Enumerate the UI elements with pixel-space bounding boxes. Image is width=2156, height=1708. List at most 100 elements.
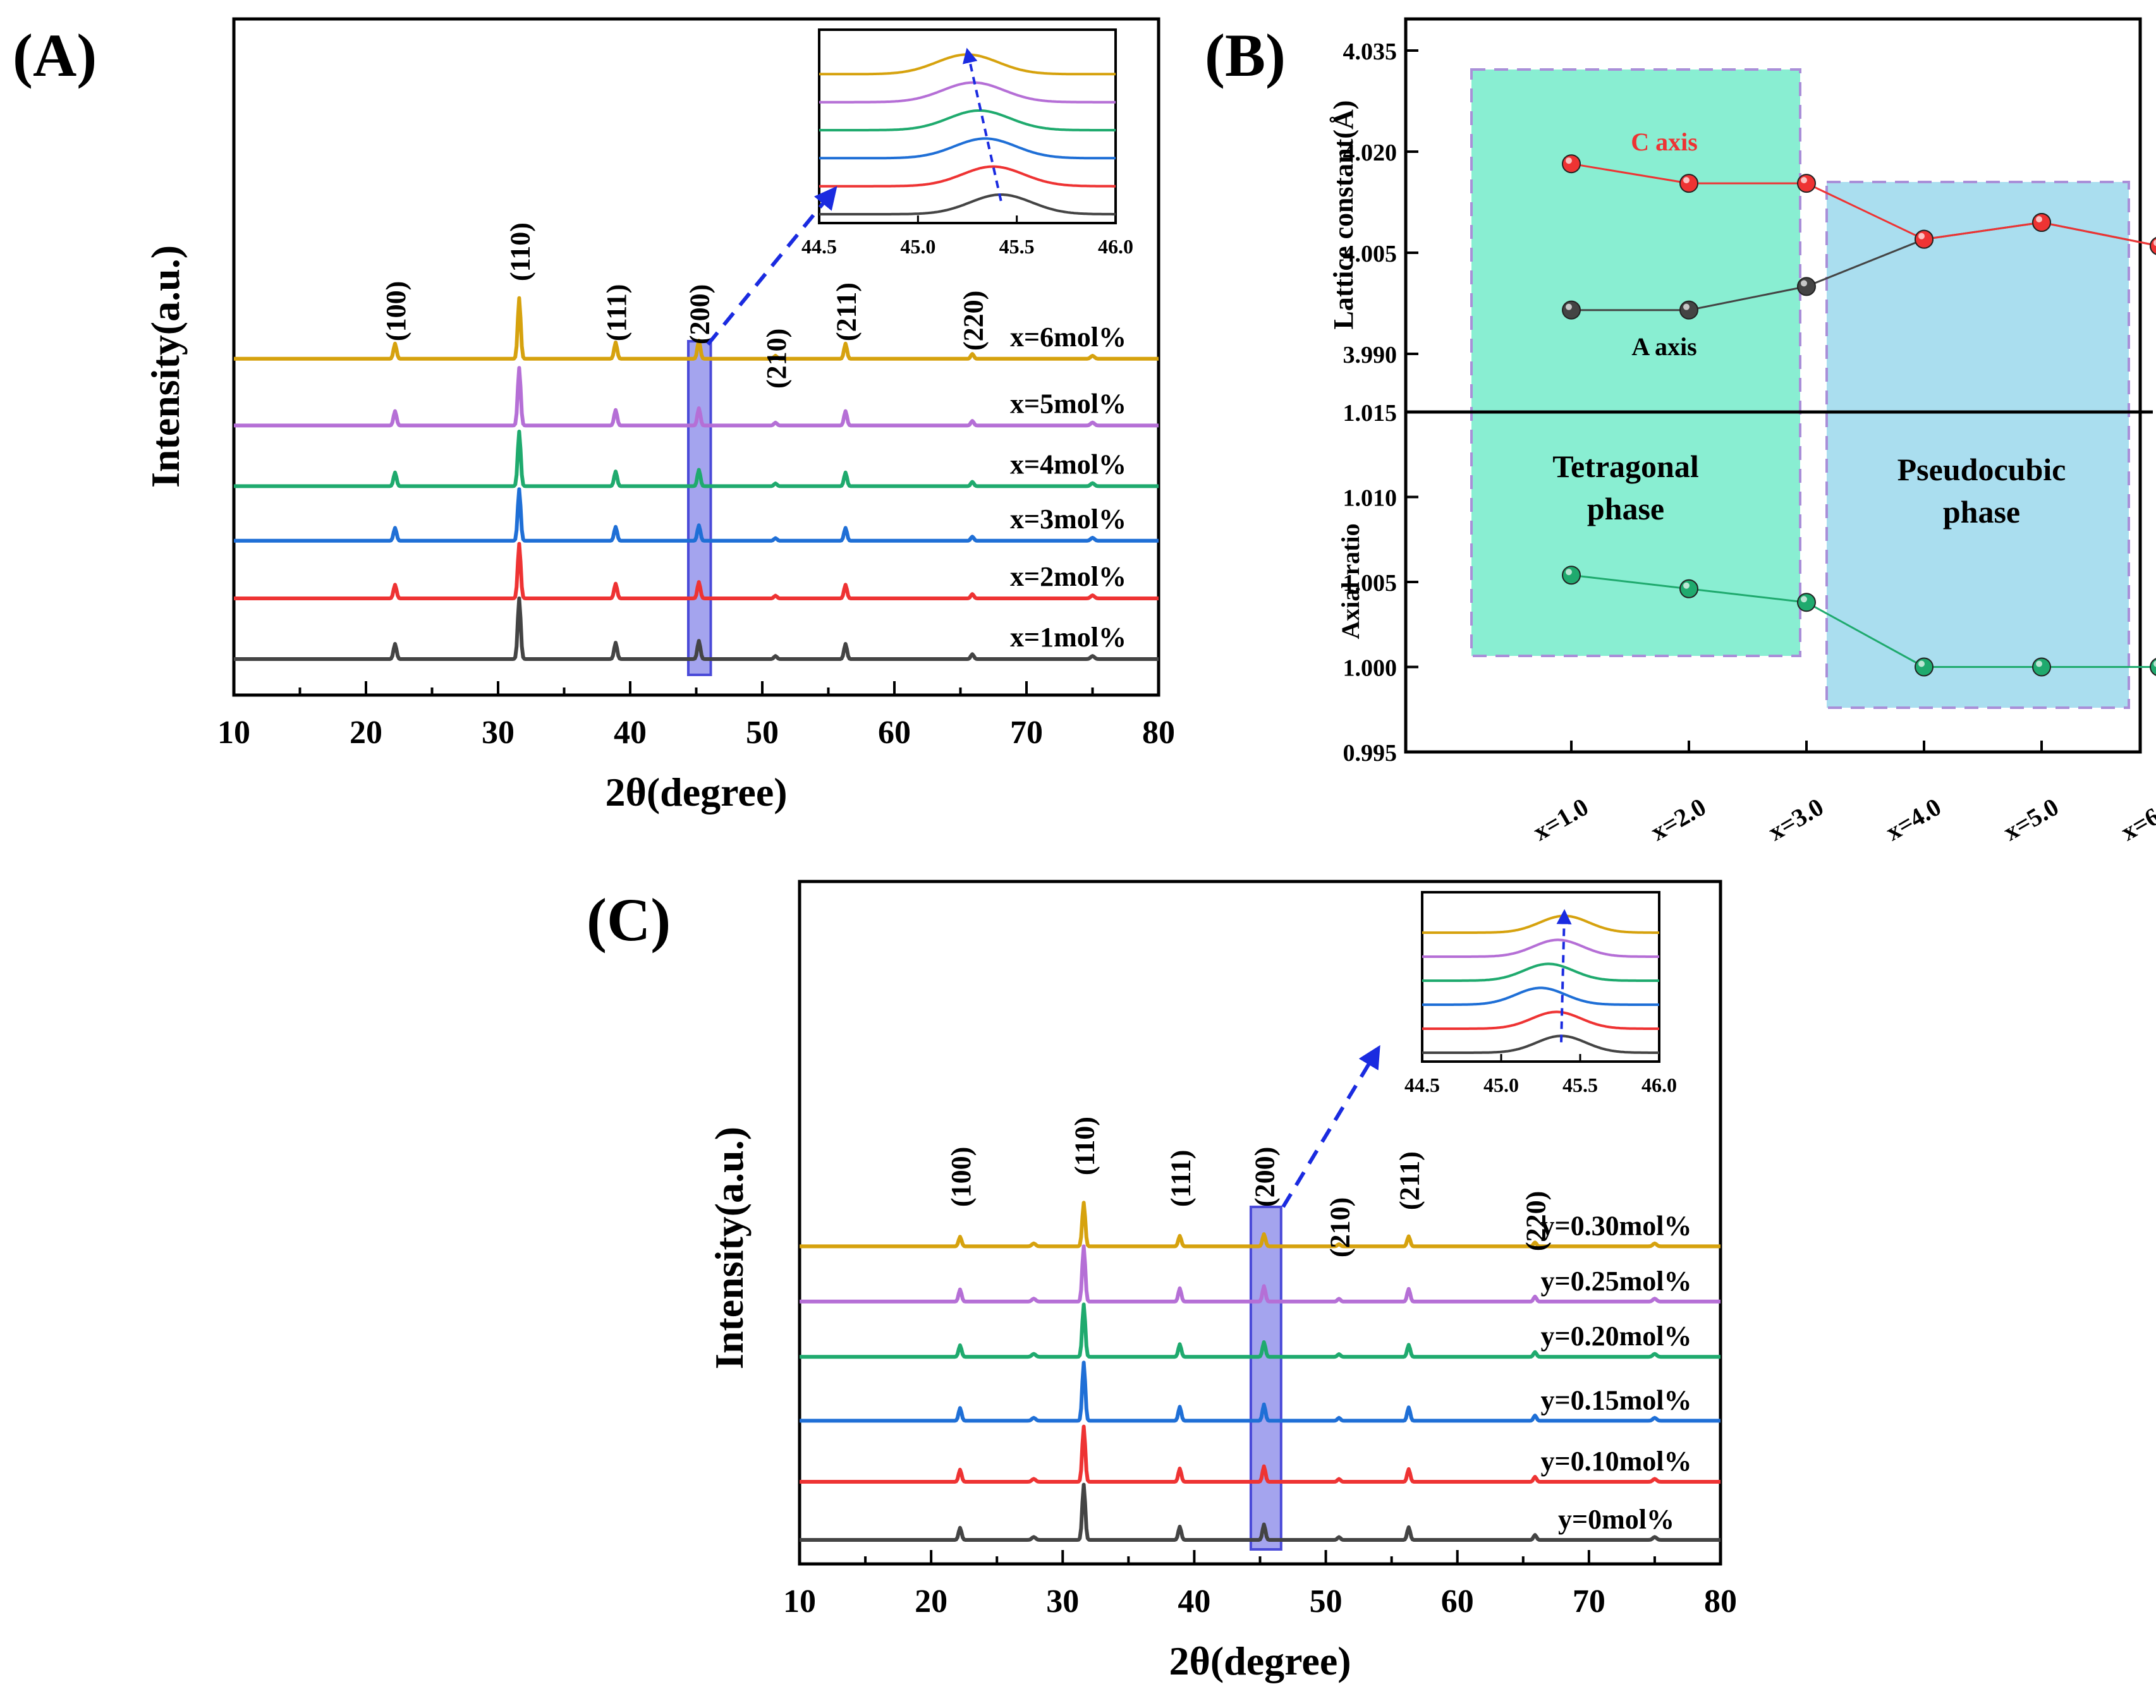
panelC-series-label: y=0.20mol% bbox=[1541, 1321, 1692, 1352]
panelB-axial-ratio-line bbox=[1571, 574, 2156, 668]
panelA-series-line-4 bbox=[233, 366, 1159, 428]
panelB-lower-y-tick-label: 1.015 bbox=[1343, 400, 1398, 427]
panelB-a-axis-point-highlight bbox=[1683, 303, 1690, 310]
panelC-series-label: y=0.25mol% bbox=[1541, 1266, 1692, 1297]
panelB-region-label: phase bbox=[1587, 491, 1664, 526]
panelB-x-tick-label: x=2.0 bbox=[1646, 792, 1711, 846]
panelA-x-tick-label: 30 bbox=[482, 715, 515, 751]
panelB-upper-y-axis-label: Lattice constant(Å) bbox=[1328, 100, 1359, 330]
panelC-y-axis-label: Intensity(a.u.) bbox=[707, 1127, 752, 1369]
panelC-inset-series-line-3 bbox=[1422, 962, 1659, 982]
panelC-inset-x-tick-label: 45.0 bbox=[1483, 1074, 1519, 1096]
panelC-inset-series-line-0 bbox=[1422, 1034, 1659, 1054]
panelC-series-label: y=0.10mol% bbox=[1541, 1446, 1692, 1477]
panelA-x-axis-label: 2θ(degree) bbox=[605, 770, 787, 815]
panelB-axial-ratio-point-highlight bbox=[2153, 660, 2156, 667]
panelC-letter: (C) bbox=[587, 886, 671, 954]
panelA-hkl-label: (220) bbox=[958, 291, 989, 351]
panelC-hkl-label: (210) bbox=[1324, 1197, 1355, 1257]
panelC-inset-frame bbox=[1421, 891, 1660, 1063]
panelC-x-tick-label: 70 bbox=[1573, 1584, 1605, 1620]
panelB-axial-ratio-point bbox=[1797, 593, 1816, 612]
panelB-c-axis-label: C axis bbox=[1631, 128, 1698, 156]
panelB-region-label: phase bbox=[1943, 494, 2020, 530]
panelA-inset-series-line-1 bbox=[819, 165, 1116, 188]
panelA-hkl-label: (211) bbox=[831, 282, 862, 341]
panelB-lower-y-tick-label: 1.000 bbox=[1343, 655, 1398, 682]
panelA-series-line-1 bbox=[233, 542, 1159, 600]
panelB-axial-ratio-point bbox=[2032, 657, 2051, 677]
panelB-a-axis-point bbox=[1679, 300, 1698, 320]
panelB-c-axis-point-highlight bbox=[2036, 216, 2042, 222]
panelC-highlight-200 bbox=[1249, 1206, 1282, 1551]
panelB-c-axis-point bbox=[2032, 213, 2051, 232]
panelC-x-tick-label: 80 bbox=[1704, 1584, 1737, 1620]
panelB-axes-frame bbox=[1404, 17, 2142, 754]
panelC-x-tick-label: 20 bbox=[915, 1584, 947, 1620]
panelC-series-line-5 bbox=[799, 1201, 1721, 1249]
panelC-inset-shift-arrow bbox=[1556, 909, 1572, 1043]
panelC-inset-series-line-2 bbox=[1422, 986, 1659, 1006]
panelC-series-line-3 bbox=[799, 1302, 1721, 1359]
panelB-letter: (B) bbox=[1205, 21, 1286, 89]
panelB-a-axis-point bbox=[1797, 277, 1816, 296]
panelA-inset-series-line-4 bbox=[819, 81, 1116, 104]
panelA-series-label: x=3mol% bbox=[1010, 504, 1126, 535]
panelC-series-line-2 bbox=[799, 1360, 1721, 1423]
panelA-inset-series-line-2 bbox=[819, 137, 1116, 160]
panelC-inset-x-tick-label: 45.5 bbox=[1562, 1074, 1598, 1096]
panelA-series-label: x=4mol% bbox=[1010, 449, 1126, 480]
panelC-inset-series-line-5 bbox=[1422, 914, 1659, 934]
panelA-x-tick-label: 60 bbox=[878, 715, 911, 751]
panelB-upper-y-tick-label: 4.035 bbox=[1343, 39, 1398, 65]
panelA-series-label: x=1mol% bbox=[1010, 622, 1126, 653]
panelC-series-line-4 bbox=[799, 1244, 1721, 1304]
panelA-letter: (A) bbox=[13, 21, 97, 89]
panelC-series-line-0 bbox=[799, 1482, 1721, 1542]
panelA-hkl-label: (100) bbox=[381, 281, 411, 341]
panelA-inset-x-tick-label: 46.0 bbox=[1098, 235, 1133, 258]
panelA-x-tick-label: 50 bbox=[746, 715, 779, 751]
panelA-series-line-3 bbox=[233, 430, 1159, 488]
panelB-axial-ratio-point-highlight bbox=[1801, 596, 1807, 603]
panelB-x-tick-label: x=4.0 bbox=[1881, 792, 1946, 846]
panelB-c-axis-line bbox=[1571, 162, 2156, 246]
panelA-series-label: x=6mol% bbox=[1010, 322, 1126, 353]
panelB-axial-ratio-point-highlight bbox=[1683, 582, 1690, 589]
panelA-series-label: x=5mol% bbox=[1010, 388, 1126, 419]
panelB-a-axis-point-highlight bbox=[1801, 280, 1807, 287]
panelB-lower-y-tick-label: 1.010 bbox=[1343, 485, 1398, 512]
panelB-c-axis-point bbox=[2150, 237, 2156, 255]
panelB-axial-ratio-point bbox=[2150, 658, 2156, 676]
panelA-x-tick-label: 20 bbox=[350, 715, 382, 751]
panelA-inset-series-line-0 bbox=[819, 193, 1116, 215]
panelC-series-line-1 bbox=[799, 1424, 1721, 1484]
panelB-c-axis-point-highlight bbox=[1683, 177, 1690, 184]
panelB-c-axis-point-highlight bbox=[1801, 177, 1807, 184]
panelB-x-tick-label: x=3.0 bbox=[1763, 792, 1829, 846]
panelB-c-axis-point-highlight bbox=[1918, 233, 1925, 239]
panelB-x-tick-label: x=1.0 bbox=[1528, 792, 1593, 846]
panelC-inset-series-line-1 bbox=[1422, 1010, 1659, 1030]
panelC-hkl-label: (110) bbox=[1069, 1117, 1100, 1175]
panelC-series-label: y=0.15mol% bbox=[1541, 1384, 1692, 1415]
panelA-x-tick-label: 10 bbox=[217, 715, 250, 751]
panelC-hkl-label: (100) bbox=[946, 1147, 977, 1207]
panelC-inset-x-tick-label: 46.0 bbox=[1641, 1074, 1677, 1096]
panelB-axial-ratio-point-highlight bbox=[1566, 569, 1572, 576]
panelA-series-label: x=2mol% bbox=[1010, 561, 1126, 592]
panelC-x-tick-label: 40 bbox=[1178, 1584, 1210, 1620]
panelA-zoom-arrow bbox=[706, 186, 837, 346]
panelB-region-pseudocubic bbox=[1825, 181, 2130, 709]
panelB-region-tetragonal bbox=[1470, 68, 1801, 657]
panelB-c-axis-point bbox=[1797, 174, 1816, 193]
panelC-inset-x-tick-label: 44.5 bbox=[1404, 1074, 1440, 1096]
panelA-inset-x-tick-label: 44.5 bbox=[801, 235, 837, 258]
panelA-inset-series-line-3 bbox=[819, 109, 1116, 131]
panelA-highlight-200 bbox=[686, 340, 712, 676]
panelB-a-axis-label: A axis bbox=[1631, 332, 1696, 361]
panelB-axial-ratio-point bbox=[1915, 657, 1934, 677]
panelB-c-axis-point bbox=[1915, 229, 1934, 249]
panelC-x-tick-label: 10 bbox=[783, 1584, 816, 1620]
